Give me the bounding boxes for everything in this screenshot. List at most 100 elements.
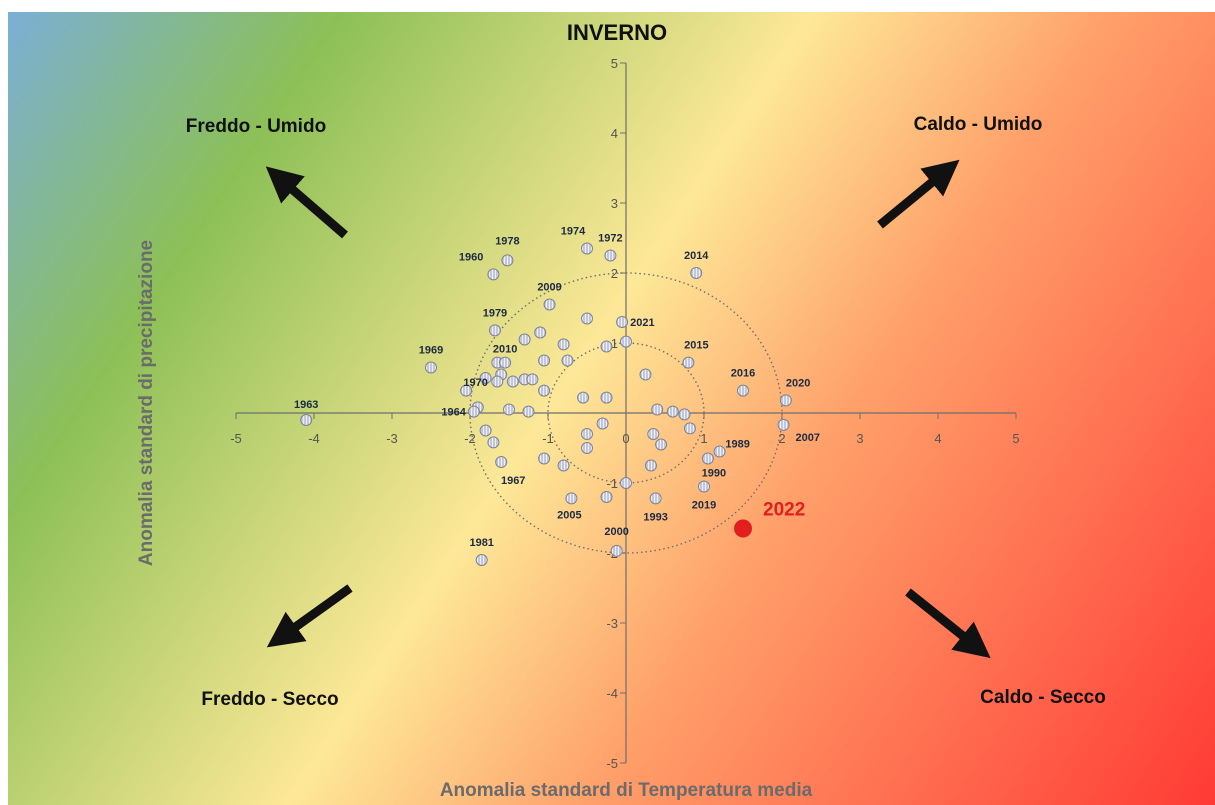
data-point xyxy=(639,368,652,381)
x-tick-label: 0 xyxy=(622,431,629,446)
y-tick-label: -3 xyxy=(606,616,618,631)
y-tick-label: 1 xyxy=(611,336,618,351)
point-label: 2015 xyxy=(684,340,708,352)
data-point xyxy=(620,335,632,348)
y-tick-label: -1 xyxy=(606,476,618,491)
y-tick-label: -5 xyxy=(606,756,618,771)
point-label: 1960 xyxy=(459,251,483,263)
point-label: 1989 xyxy=(725,439,749,451)
data-point xyxy=(479,424,492,437)
data-point xyxy=(503,403,515,416)
data-point xyxy=(777,418,790,431)
arrow-top-right-icon xyxy=(877,159,960,229)
point-label: 1972 xyxy=(598,233,622,245)
arrow-top-left-icon xyxy=(265,166,348,239)
y-tick-label: 3 xyxy=(611,196,618,211)
point-label: 1970 xyxy=(463,377,487,389)
data-point xyxy=(581,312,593,325)
data-point xyxy=(610,544,623,557)
point-label: 1978 xyxy=(495,235,519,247)
data-point xyxy=(506,375,519,388)
data-point xyxy=(600,340,613,353)
data-point xyxy=(779,394,792,407)
data-point xyxy=(604,249,617,262)
quadrant-label-top-right: Caldo - Umido xyxy=(914,114,1043,135)
data-point xyxy=(538,384,551,397)
data-point xyxy=(581,242,593,255)
data-point xyxy=(538,354,551,367)
data-point xyxy=(600,391,613,404)
x-tick-label: -3 xyxy=(386,431,398,446)
y-tick-label: 2 xyxy=(611,266,618,281)
highlight-point-label: 2022 xyxy=(763,500,805,521)
point-label: 2021 xyxy=(630,317,654,329)
point-label: 1974 xyxy=(561,226,586,238)
quadrant-arrows xyxy=(265,159,991,659)
x-tick-label: -1 xyxy=(542,431,554,446)
data-point xyxy=(475,554,488,566)
data-point xyxy=(479,372,492,384)
point-label: 2010 xyxy=(493,344,517,356)
data-point xyxy=(647,428,660,440)
data-point xyxy=(701,452,714,465)
point-label: 2014 xyxy=(684,250,709,262)
data-point xyxy=(487,436,500,449)
x-tick-label: -2 xyxy=(464,431,476,446)
data-point xyxy=(538,452,551,465)
data-point xyxy=(596,417,609,430)
point-label: 2000 xyxy=(604,526,628,538)
data-point xyxy=(713,445,726,458)
data-point xyxy=(683,422,696,435)
data-point xyxy=(499,356,512,369)
data-point xyxy=(644,459,657,472)
data-point xyxy=(737,384,749,397)
data-point xyxy=(501,254,514,267)
x-tick-label: 3 xyxy=(856,431,863,446)
y-axis-label: Anomalia standard di precipitazione xyxy=(136,240,157,566)
point-label: 1993 xyxy=(643,511,667,523)
data-point xyxy=(655,438,668,451)
axes xyxy=(235,62,1017,764)
x-tick-label: 4 xyxy=(934,431,941,446)
data-point xyxy=(678,408,691,421)
x-axis-label: Anomalia standard di Temperatura media xyxy=(440,780,813,801)
point-label: 2005 xyxy=(557,509,581,521)
data-point xyxy=(649,492,662,505)
data-point xyxy=(666,405,679,418)
x-tick-label: 5 xyxy=(1012,431,1019,446)
data-point xyxy=(491,375,504,388)
data-point xyxy=(488,324,501,337)
arrow-bottom-right-icon xyxy=(905,588,991,659)
highlight-point xyxy=(734,519,752,538)
data-point xyxy=(495,456,508,468)
data-point xyxy=(581,428,593,440)
data-point xyxy=(690,267,703,279)
data-point xyxy=(425,361,437,374)
data-point xyxy=(682,356,695,369)
data-point xyxy=(522,405,535,418)
point-label: 1964 xyxy=(441,407,466,419)
data-point xyxy=(600,491,613,503)
data-point xyxy=(651,403,664,416)
data-point xyxy=(616,316,629,328)
y-tick-label: -4 xyxy=(606,686,618,701)
x-tick-label: 2 xyxy=(778,431,785,446)
chart-title: INVERNO xyxy=(567,20,667,45)
point-label: 1969 xyxy=(419,345,443,357)
data-point xyxy=(557,459,570,472)
x-tick-label: -5 xyxy=(230,431,242,446)
point-labels: 1963196019781974197220142009197920212015… xyxy=(294,226,820,550)
data-point xyxy=(698,480,710,493)
data-point xyxy=(518,333,531,346)
point-label: 1979 xyxy=(483,307,507,319)
arrow-bottom-left-icon xyxy=(266,584,353,648)
data-point xyxy=(526,373,539,386)
data-point xyxy=(577,391,590,404)
data-point xyxy=(300,414,313,426)
data-point xyxy=(620,477,632,489)
y-tick-label: 5 xyxy=(611,56,618,71)
data-point xyxy=(487,268,500,281)
point-label: 2016 xyxy=(731,368,755,380)
